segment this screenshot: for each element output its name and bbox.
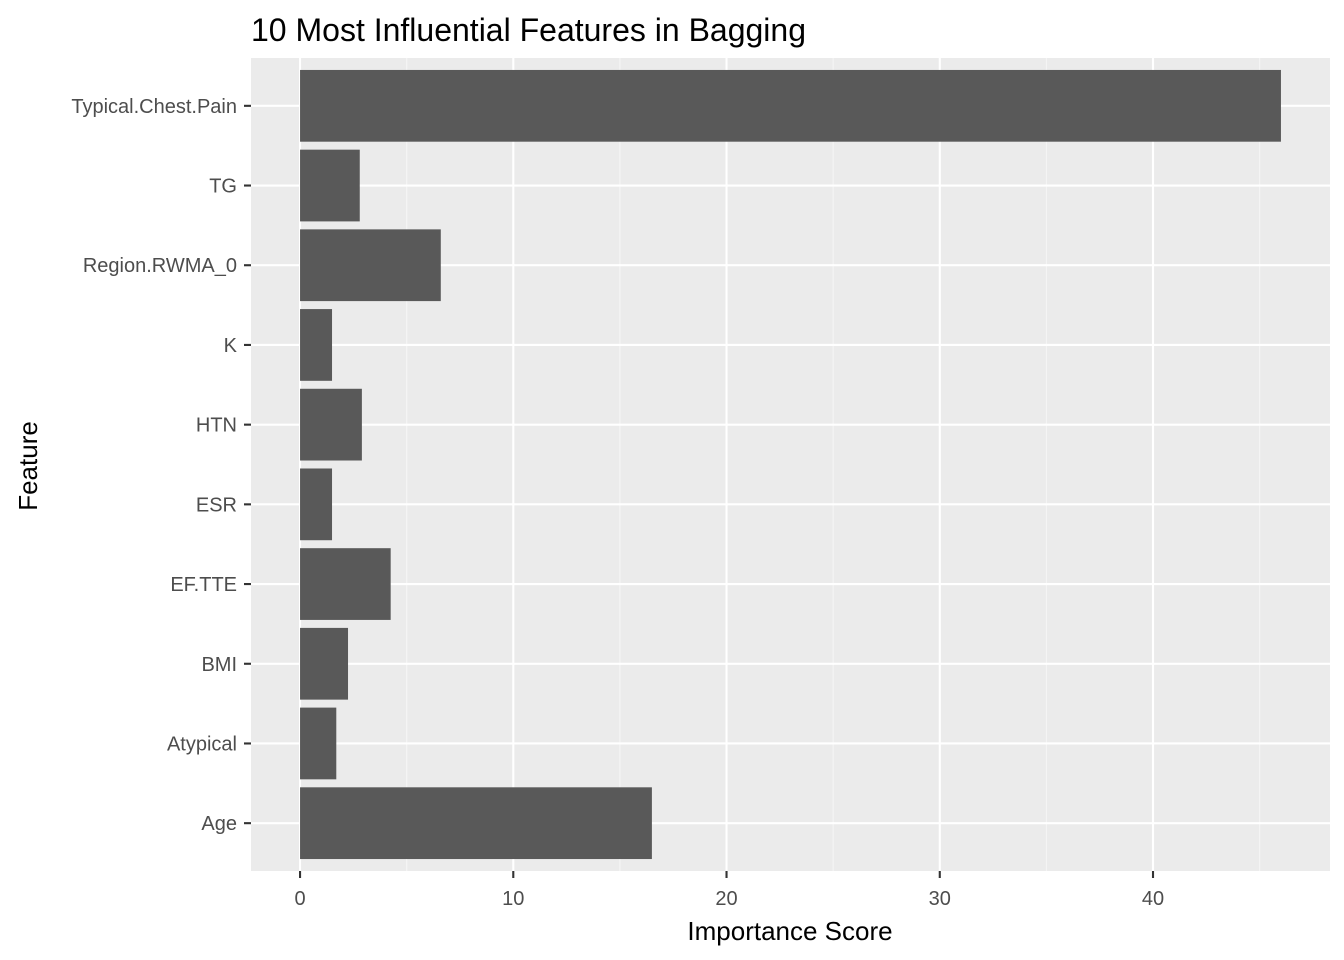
x-tick-label: 30: [929, 888, 951, 910]
y-axis-title: Feature: [13, 421, 43, 511]
chart-title: 10 Most Influential Features in Bagging: [251, 12, 806, 48]
bar-K: [300, 309, 333, 381]
y-axis: Age Atypical BMI EF.TTE ESR HTN K Region.RWMA_0…: [71, 96, 251, 835]
x-tick-label: 20: [715, 888, 737, 910]
bar-Atypical: [300, 707, 337, 780]
y-tick-label: HTN: [196, 415, 237, 437]
bar-TG: [300, 149, 360, 222]
y-tick-label: TG: [209, 176, 237, 198]
y-tick-label: BMI: [201, 654, 237, 676]
bar-Age: [300, 787, 652, 860]
x-tick-label: 0: [294, 888, 305, 910]
y-tick-label: Region.RWMA_0: [83, 255, 237, 277]
bar-ESR: [300, 468, 333, 541]
x-tick-label: 10: [502, 888, 524, 910]
bar-HTN: [300, 388, 362, 461]
y-tick-label: EF.TTE: [170, 574, 237, 596]
x-tick-label: 40: [1142, 888, 1164, 910]
y-tick-label: Typical.Chest.Pain: [71, 96, 237, 118]
y-tick-label: ESR: [196, 494, 237, 516]
y-tick-label: Age: [201, 813, 237, 835]
bars: [300, 69, 1281, 860]
bar-BMI: [300, 627, 349, 700]
bar-Typical.Chest.Pain: [300, 69, 1281, 142]
x-axis: 0 10 20 30 40: [294, 871, 1164, 910]
y-tick-label: K: [224, 335, 238, 357]
y-tick-label: Atypical: [167, 733, 237, 755]
bar-EF.TTE: [300, 548, 391, 620]
plot-panel: [251, 58, 1330, 871]
x-axis-title: Importance Score: [687, 916, 892, 946]
bar-Region.RWMA_0: [300, 229, 441, 302]
